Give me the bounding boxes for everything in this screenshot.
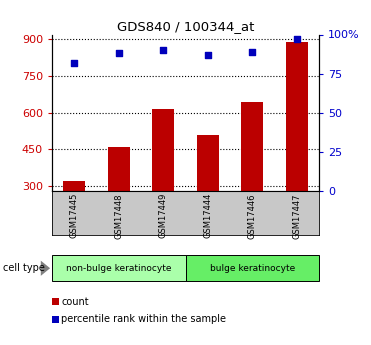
Text: GSM17444: GSM17444 [203, 193, 212, 238]
Point [71, 60, 77, 66]
Bar [197, 135, 219, 191]
Text: GSM17447: GSM17447 [292, 193, 301, 238]
Point [116, 50, 122, 56]
Bar [241, 102, 263, 191]
Title: GDS840 / 100344_at: GDS840 / 100344_at [117, 20, 254, 33]
Point [249, 49, 255, 55]
Text: non-bulge keratinocyte: non-bulge keratinocyte [66, 264, 171, 273]
Point [205, 52, 211, 58]
Text: GSM17445: GSM17445 [70, 193, 79, 238]
Bar [108, 147, 130, 191]
Text: count: count [61, 297, 89, 307]
Bar [152, 109, 174, 191]
Text: GSM17448: GSM17448 [114, 193, 123, 238]
Point [160, 47, 166, 53]
Bar [286, 42, 308, 191]
Text: cell type: cell type [3, 263, 45, 273]
Point [294, 37, 300, 42]
Bar [63, 181, 85, 191]
Text: GSM17446: GSM17446 [248, 193, 257, 238]
Text: percentile rank within the sample: percentile rank within the sample [61, 314, 226, 324]
Text: bulge keratinocyte: bulge keratinocyte [210, 264, 295, 273]
Text: GSM17449: GSM17449 [159, 193, 168, 238]
